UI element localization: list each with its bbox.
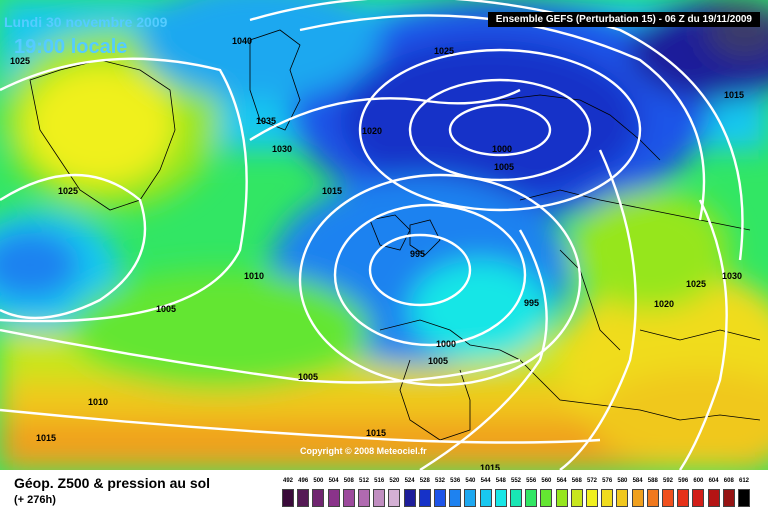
isobar-label: 1005 bbox=[298, 372, 318, 382]
geopotential-map-svg: 1040 1025 1025 1035 1030 1020 1000 1005 … bbox=[0, 0, 768, 470]
legend-color-swatch bbox=[373, 489, 386, 507]
legend-color-swatch bbox=[692, 489, 705, 507]
legend-value-label: 540 bbox=[465, 478, 476, 484]
legend-value-label: 604 bbox=[708, 478, 719, 484]
isobar-value-labels: 1040 1025 1025 1035 1030 1020 1000 1005 … bbox=[10, 36, 744, 470]
legend-value-label: 532 bbox=[434, 478, 445, 484]
isobar-label: 1025 bbox=[434, 46, 454, 56]
legend-value-label: 612 bbox=[738, 478, 749, 484]
legend-value-label: 516 bbox=[374, 478, 385, 484]
isobar-label: 1005 bbox=[494, 162, 514, 172]
legend-color-swatch bbox=[525, 489, 538, 507]
map-title: Géop. Z500 & pression au sol bbox=[14, 475, 211, 491]
isobar-label: 1000 bbox=[492, 144, 512, 154]
legend-value-label: 600 bbox=[693, 478, 704, 484]
isobar-label: 1000 bbox=[436, 339, 456, 349]
legend-color-swatch bbox=[662, 489, 674, 507]
legend-value-label: 584 bbox=[632, 478, 643, 484]
legend-value-label: 596 bbox=[678, 478, 689, 484]
legend-value-label: 560 bbox=[541, 478, 552, 484]
legend-color-swatch bbox=[358, 489, 370, 507]
legend-value-label: 552 bbox=[510, 478, 521, 484]
legend-color-swatch bbox=[738, 489, 750, 507]
isobar-lines bbox=[0, 0, 744, 470]
legend-color-swatch bbox=[464, 489, 477, 507]
legend-value-label: 580 bbox=[617, 478, 628, 484]
legend-color-swatch bbox=[540, 489, 553, 507]
isobar-label: 1015 bbox=[480, 463, 500, 470]
legend-value-label: 500 bbox=[313, 478, 324, 484]
legend-color-swatch bbox=[479, 489, 492, 507]
copyright-notice: Copyright © 2008 Meteociel.fr bbox=[300, 446, 427, 456]
legend-color-swatch bbox=[342, 489, 355, 507]
isobar-label: 1015 bbox=[366, 428, 386, 438]
legend-value-label: 512 bbox=[358, 478, 369, 484]
isobar-label: 1025 bbox=[686, 279, 706, 289]
isobar-label: 1040 bbox=[232, 36, 252, 46]
isobar-label: 1030 bbox=[722, 271, 742, 281]
legend-value-label: 576 bbox=[602, 478, 613, 484]
legend-value-label: 564 bbox=[556, 478, 567, 484]
color-scale-legend: 492 496 500 504 508 512 516 520 524 528 532 536 540 5… bbox=[282, 478, 754, 510]
legend-color-swatch bbox=[555, 489, 568, 507]
legend-value-label: 492 bbox=[282, 478, 293, 484]
legend-color-swatch bbox=[403, 489, 416, 507]
legend-color-swatch bbox=[722, 489, 735, 507]
legend-color-swatch bbox=[646, 489, 659, 507]
legend-value-label: 536 bbox=[450, 478, 461, 484]
legend-value-label: 524 bbox=[404, 478, 415, 484]
legend-value-label: 572 bbox=[586, 478, 597, 484]
legend-value-label: 544 bbox=[480, 478, 491, 484]
isobar-label: 1010 bbox=[88, 397, 108, 407]
legend-value-label: 568 bbox=[571, 478, 582, 484]
legend-value-label: 496 bbox=[298, 478, 309, 484]
legend-color-swatch bbox=[707, 489, 720, 507]
legend-color-swatch bbox=[616, 489, 629, 507]
isobar-label: 1035 bbox=[256, 116, 276, 126]
model-run-info: Ensemble GEFS (Perturbation 15) - 06 Z d… bbox=[487, 12, 760, 27]
forecast-local-time: 19:00 locale bbox=[14, 36, 128, 58]
forecast-hour: (+ 276h) bbox=[14, 494, 56, 506]
legend-value-label: 528 bbox=[419, 478, 430, 484]
isobar-label: 995 bbox=[410, 249, 425, 259]
isobar-label: 1025 bbox=[58, 186, 78, 196]
isobar-label: 1015 bbox=[322, 186, 342, 196]
legend-color-swatch bbox=[601, 489, 614, 507]
isobar-label: 1005 bbox=[428, 356, 448, 366]
isobar-label: 1015 bbox=[36, 433, 56, 443]
legend-value-label: 520 bbox=[389, 478, 400, 484]
legend-color-swatch bbox=[282, 489, 294, 507]
coastlines bbox=[29, 29, 761, 441]
weather-map: 1040 1025 1025 1035 1030 1020 1000 1005 … bbox=[0, 0, 768, 470]
legend-color-swatch bbox=[570, 489, 583, 507]
isobar-label: 1025 bbox=[10, 56, 30, 66]
legend-color-swatch bbox=[297, 489, 310, 507]
legend-value-label: 556 bbox=[526, 478, 537, 484]
legend-color-swatch bbox=[388, 489, 401, 507]
legend-color-swatch bbox=[434, 489, 446, 507]
legend-color-swatch bbox=[586, 489, 598, 507]
legend-color-swatch bbox=[418, 489, 431, 507]
legend-value-label: 592 bbox=[662, 478, 673, 484]
legend-color-swatch bbox=[494, 489, 507, 507]
isobar-label: 1020 bbox=[362, 126, 382, 136]
legend-value-label: 504 bbox=[328, 478, 339, 484]
legend-color-swatch bbox=[327, 489, 340, 507]
legend-value-label: 608 bbox=[723, 478, 734, 484]
isobar-label: 1010 bbox=[244, 271, 264, 281]
legend-color-swatch bbox=[677, 489, 690, 507]
legend-color-swatch bbox=[510, 489, 522, 507]
isobar-label: 995 bbox=[524, 298, 539, 308]
isobar-label: 1020 bbox=[654, 299, 674, 309]
legend-color-swatch bbox=[449, 489, 462, 507]
legend-value-label: 548 bbox=[495, 478, 506, 484]
forecast-date: Lundi 30 novembre 2009 bbox=[4, 14, 168, 30]
isobar-label: 1015 bbox=[724, 90, 744, 100]
legend-value-label: 588 bbox=[647, 478, 658, 484]
legend-color-swatch bbox=[312, 489, 325, 507]
legend-color-swatch bbox=[631, 489, 644, 507]
isobar-label: 1005 bbox=[156, 304, 176, 314]
legend-value-label: 508 bbox=[343, 478, 354, 484]
isobar-label: 1030 bbox=[272, 144, 292, 154]
